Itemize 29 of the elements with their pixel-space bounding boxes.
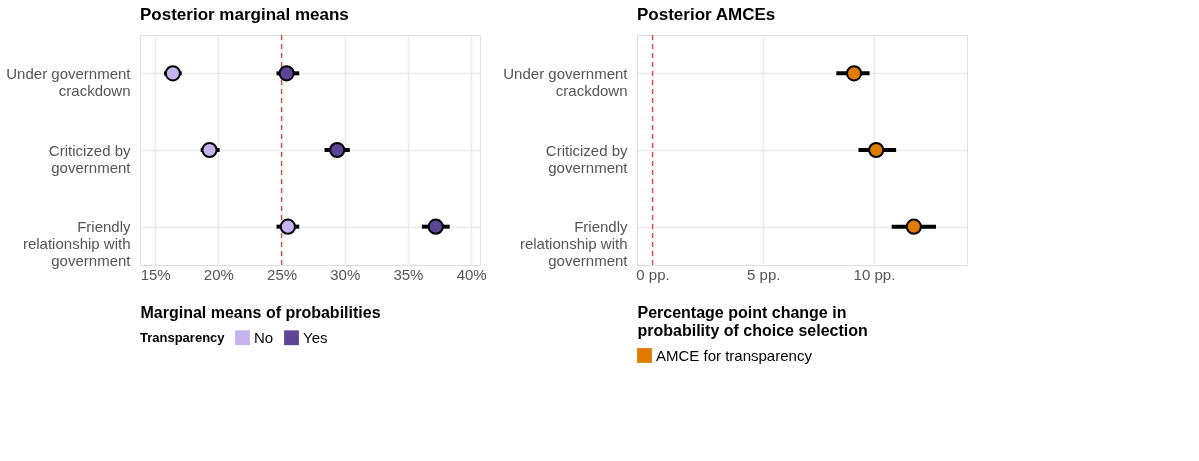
legend-title: Transparency bbox=[140, 330, 226, 345]
point bbox=[164, 65, 181, 82]
y-tick-label: Criticized by government bbox=[48, 141, 132, 176]
point bbox=[279, 218, 296, 235]
x-tick-label: 5 pp. bbox=[747, 265, 781, 283]
y-tick-label: Friendly relationship with government bbox=[519, 218, 629, 270]
x-axis-title: Percentage point change in probability of choice selection bbox=[637, 303, 868, 339]
point bbox=[329, 141, 346, 159]
x-tick-label: 10 pp. bbox=[853, 265, 896, 283]
y-tick-label: Friendly relationship with government bbox=[22, 218, 132, 270]
chart-title: Posterior AMCEs bbox=[637, 5, 776, 25]
point bbox=[278, 65, 295, 82]
y-tick-label: Under government crackdown bbox=[6, 64, 132, 99]
x-tick-label: 30% bbox=[330, 265, 361, 283]
x-tick-label: 40% bbox=[456, 265, 487, 283]
legend-label: AMCE for transparency bbox=[656, 346, 813, 364]
chart-title: Posterior marginal means bbox=[140, 5, 349, 25]
x-tick-label: 15% bbox=[140, 265, 171, 283]
x-tick-label: 0 pp. bbox=[636, 265, 670, 283]
point bbox=[427, 218, 444, 235]
x-axis-title: Marginal means of probabilities bbox=[140, 303, 381, 321]
y-tick-label: Criticized by government bbox=[545, 141, 629, 176]
y-tick-label: Under government crackdown bbox=[503, 64, 629, 99]
point bbox=[201, 141, 218, 159]
x-tick-label: 35% bbox=[393, 265, 424, 283]
legend-label: Yes bbox=[303, 328, 328, 346]
x-tick-label: 25% bbox=[267, 265, 298, 283]
legend-label: No bbox=[254, 328, 274, 346]
x-tick-label: 20% bbox=[203, 265, 234, 283]
